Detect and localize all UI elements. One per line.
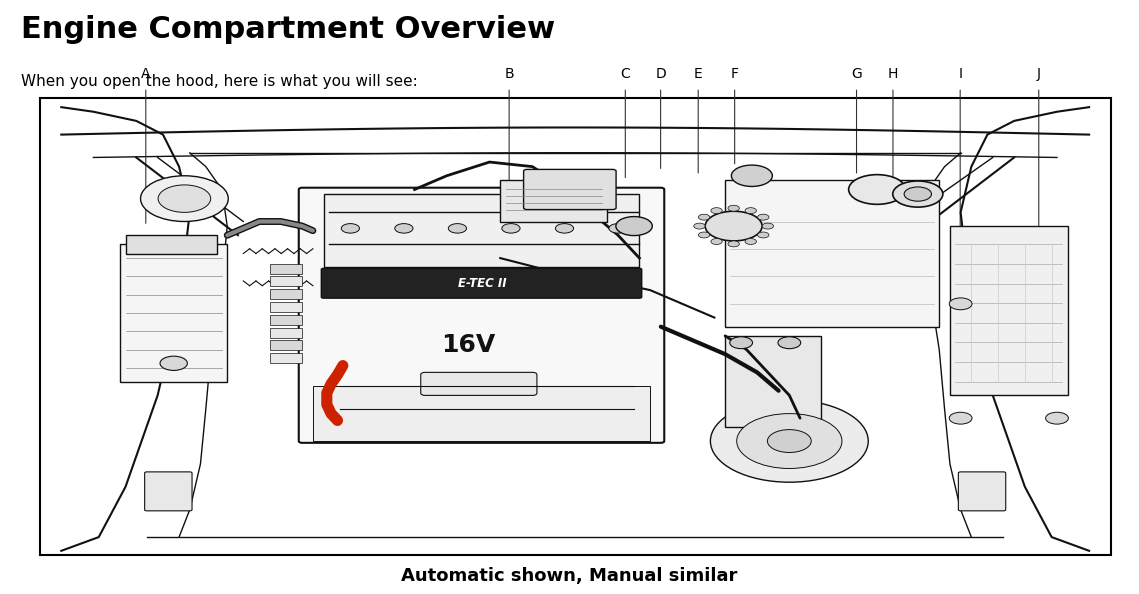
Circle shape xyxy=(449,223,467,233)
Text: E: E xyxy=(694,67,703,81)
Circle shape xyxy=(342,223,360,233)
Bar xyxy=(125,235,216,254)
Bar xyxy=(270,302,302,312)
Circle shape xyxy=(556,223,574,233)
Bar xyxy=(40,98,1111,555)
Text: E-TEC II: E-TEC II xyxy=(458,277,507,290)
Bar xyxy=(270,315,302,325)
Circle shape xyxy=(768,429,811,453)
Text: When you open the hood, here is what you will see:: When you open the hood, here is what you… xyxy=(21,74,417,89)
Text: F: F xyxy=(730,67,739,81)
Text: Engine Compartment Overview: Engine Compartment Overview xyxy=(21,15,555,44)
Bar xyxy=(270,276,302,286)
Circle shape xyxy=(711,239,722,245)
Circle shape xyxy=(159,356,187,371)
Circle shape xyxy=(762,223,773,229)
Text: 16V: 16V xyxy=(441,333,495,357)
Bar xyxy=(950,226,1067,396)
Circle shape xyxy=(757,232,769,238)
Circle shape xyxy=(395,223,413,233)
Bar xyxy=(270,340,302,350)
Circle shape xyxy=(694,223,705,229)
Circle shape xyxy=(745,208,756,214)
Circle shape xyxy=(904,187,932,201)
Circle shape xyxy=(1046,412,1068,424)
Circle shape xyxy=(616,217,653,236)
Circle shape xyxy=(949,412,972,424)
Bar xyxy=(270,289,302,299)
Bar xyxy=(726,181,940,327)
Text: A: A xyxy=(141,67,150,81)
Circle shape xyxy=(731,165,772,187)
Text: I: I xyxy=(958,67,962,81)
Circle shape xyxy=(140,176,228,222)
Bar xyxy=(313,386,650,441)
Circle shape xyxy=(705,211,762,241)
Circle shape xyxy=(849,175,906,204)
Circle shape xyxy=(698,214,710,220)
Text: G: G xyxy=(851,67,862,81)
Bar xyxy=(726,336,821,427)
Bar xyxy=(121,244,227,381)
Circle shape xyxy=(728,206,739,211)
Circle shape xyxy=(949,298,972,310)
Bar xyxy=(270,328,302,337)
Circle shape xyxy=(893,181,943,207)
FancyBboxPatch shape xyxy=(420,372,536,396)
FancyBboxPatch shape xyxy=(524,169,616,210)
FancyBboxPatch shape xyxy=(958,472,1006,511)
Bar xyxy=(270,264,302,274)
Bar xyxy=(323,194,639,267)
Circle shape xyxy=(711,208,722,214)
Text: C: C xyxy=(621,67,630,81)
Circle shape xyxy=(698,232,710,238)
Circle shape xyxy=(757,214,769,220)
Circle shape xyxy=(778,337,801,349)
Bar xyxy=(500,181,607,222)
Circle shape xyxy=(158,185,211,213)
FancyBboxPatch shape xyxy=(321,268,641,298)
Text: D: D xyxy=(655,67,666,81)
Bar xyxy=(270,353,302,364)
Circle shape xyxy=(609,223,628,233)
Circle shape xyxy=(728,241,739,247)
Circle shape xyxy=(502,223,521,233)
Text: J: J xyxy=(1036,67,1041,81)
Text: Automatic shown, Manual similar: Automatic shown, Manual similar xyxy=(401,567,738,585)
Circle shape xyxy=(711,400,868,482)
FancyBboxPatch shape xyxy=(145,472,192,511)
Circle shape xyxy=(730,337,753,349)
FancyBboxPatch shape xyxy=(298,188,664,443)
Circle shape xyxy=(737,413,842,469)
Text: B: B xyxy=(505,67,514,81)
Text: H: H xyxy=(887,67,899,81)
Circle shape xyxy=(745,239,756,245)
